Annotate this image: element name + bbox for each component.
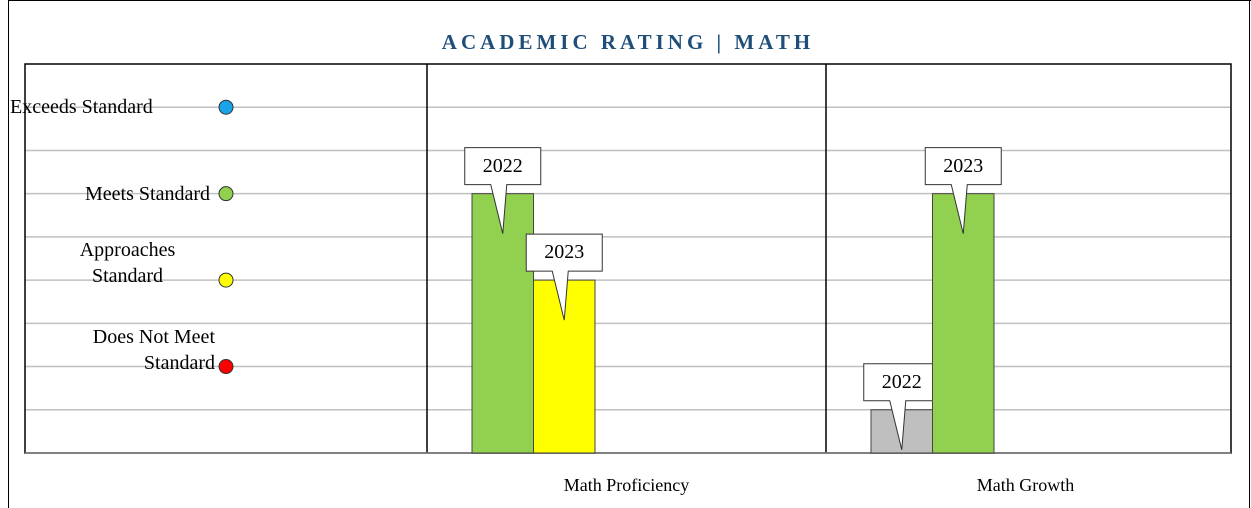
chart-title: ACADEMIC RATING | MATH <box>442 30 814 54</box>
callout-label: 2023 <box>544 241 584 263</box>
level-label: Approaches Standard <box>79 239 176 288</box>
x-tick-label: Math Growth <box>977 475 1075 495</box>
bar <box>932 193 995 454</box>
callout-label: 2023 <box>943 155 983 177</box>
callout <box>525 233 603 321</box>
level-label: Does Not Meet Standard <box>92 325 215 374</box>
level-label: Meets Standard <box>85 182 210 205</box>
level-dot <box>218 272 234 288</box>
x-tick-label: Math Proficiency <box>564 475 689 495</box>
level-dot <box>218 186 234 202</box>
level-dot <box>218 359 234 375</box>
plot-frame <box>24 63 1232 454</box>
bar <box>471 193 534 454</box>
callout-label: 2022 <box>882 371 922 393</box>
callout <box>464 147 542 234</box>
level-label: Exceeds Standard <box>10 96 153 119</box>
callout-label: 2022 <box>483 155 523 177</box>
level-dot <box>218 99 234 115</box>
callout <box>924 147 1002 234</box>
